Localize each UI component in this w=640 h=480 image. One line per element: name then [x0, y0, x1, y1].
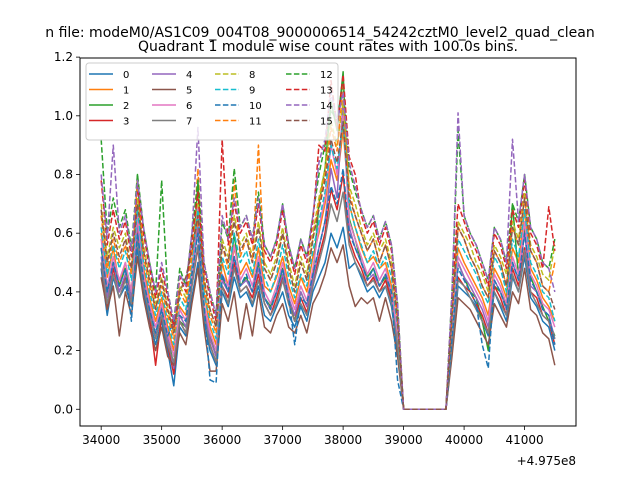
- legend-label-7: 7: [186, 117, 192, 128]
- legend-label-2: 2: [123, 101, 129, 112]
- legend-label-5: 5: [186, 86, 192, 97]
- x-offset-label: +4.975e8: [517, 454, 576, 468]
- legend-label-6: 6: [186, 101, 192, 112]
- series-line-7: [100, 191, 556, 411]
- legend-label-10: 10: [249, 101, 262, 112]
- x-axis: 34000 35000 36000 37000 38000 39000 40000 41000: [82, 426, 544, 447]
- legend-label-9: 9: [249, 86, 255, 97]
- series-layer: [100, 71, 556, 411]
- x-tick-label: 41000: [505, 433, 543, 447]
- legend-box: [85, 62, 339, 141]
- x-tick-label: 37000: [264, 433, 302, 447]
- y-tick-label: 0.2: [54, 344, 73, 358]
- legend-label-4: 4: [186, 70, 192, 81]
- legend-label-3: 3: [123, 117, 129, 128]
- y-tick-label: 0.8: [54, 168, 73, 182]
- chart-suptitle: n file: modeM0/AS1C09_004T08_9000006514_…: [45, 25, 594, 41]
- legend-label-0: 0: [123, 70, 129, 81]
- y-tick-label: 0.0: [54, 402, 73, 416]
- y-tick-label: 1.2: [54, 50, 73, 64]
- legend-label-8: 8: [249, 70, 255, 81]
- legend-label-15: 15: [320, 117, 333, 128]
- x-tick-label: 40000: [445, 433, 483, 447]
- x-tick-label: 39000: [385, 433, 423, 447]
- series-line-15: [100, 120, 556, 411]
- series-line-10: [100, 167, 556, 411]
- series-line-3: [100, 173, 556, 411]
- legend-label-1: 1: [123, 86, 129, 97]
- legend-label-13: 13: [320, 86, 333, 97]
- x-tick-label: 36000: [203, 433, 241, 447]
- y-tick-label: 0.4: [54, 285, 73, 299]
- series-line-8: [100, 100, 556, 411]
- legend-label-14: 14: [320, 101, 333, 112]
- x-tick-label: 34000: [82, 433, 120, 447]
- series-line-6: [100, 115, 556, 411]
- plot-frame: [79, 57, 577, 427]
- chart-title: Quadrant 1 module wise count rates with …: [138, 39, 518, 55]
- legend-label-11: 11: [249, 117, 262, 128]
- y-axis: 0.0 0.2 0.4 0.6 0.8 1.0 1.2: [54, 50, 80, 416]
- y-tick-label: 0.6: [54, 226, 73, 240]
- y-tick-label: 1.0: [54, 109, 73, 123]
- legend-label-12: 12: [320, 70, 333, 81]
- x-tick-label: 35000: [143, 433, 181, 447]
- x-tick-label: 38000: [324, 433, 362, 447]
